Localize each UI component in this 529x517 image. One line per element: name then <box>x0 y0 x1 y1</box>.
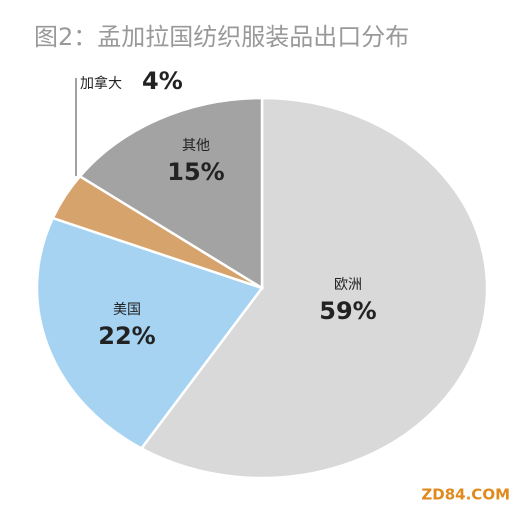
slice-label: 美国 <box>113 302 141 318</box>
slice-label: 加拿大 <box>80 75 122 92</box>
slice-value: 59% <box>319 297 376 325</box>
slice-label: 欧洲 <box>334 277 362 293</box>
pie-slice <box>78 96 264 291</box>
watermark: ZD84.COM <box>421 486 510 504</box>
slice-value: 22% <box>98 322 155 350</box>
pie-slice <box>139 96 489 480</box>
slice-value: 15% <box>167 158 224 186</box>
pie-slice <box>35 216 265 451</box>
chart-title: 图2：孟加拉国纺织服装品出口分布 <box>34 23 409 51</box>
slice-label: 其他 <box>182 138 210 154</box>
slice-value: 4% <box>142 67 183 95</box>
